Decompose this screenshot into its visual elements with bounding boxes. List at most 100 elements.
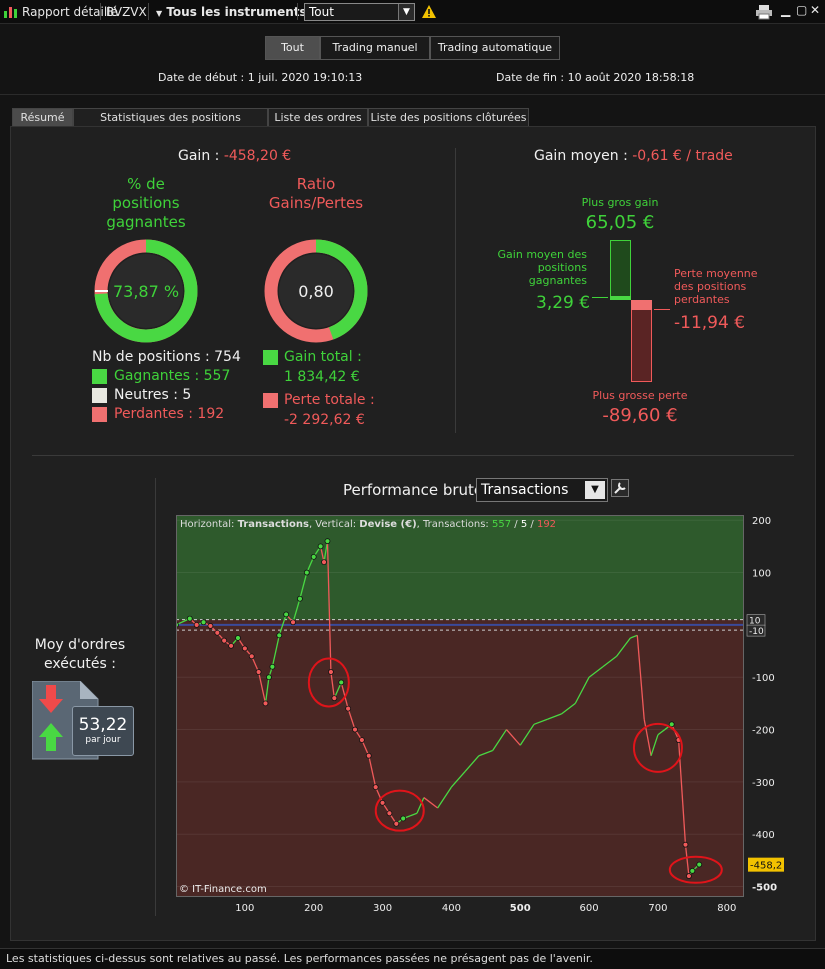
trade-point (328, 669, 334, 675)
series-segment (630, 634, 638, 639)
series-segment (271, 635, 280, 667)
toggle-manual[interactable]: Trading manuel (320, 36, 430, 60)
toggle-auto[interactable]: Trading automatique (430, 36, 560, 60)
y-tick-label: -500 (752, 883, 777, 894)
tab-closed-stats[interactable]: Statistiques des positions clôturées (73, 108, 268, 142)
series-segment (574, 676, 590, 704)
orders-value-box: 53,22 par jour (72, 706, 134, 756)
trade-point (266, 674, 272, 681)
series-segment (519, 723, 535, 746)
avg-loss-arrow (654, 309, 670, 310)
trade-point (269, 663, 276, 670)
trade-point (283, 611, 290, 618)
trade-point (689, 867, 696, 874)
tab-closed-positions[interactable]: Liste des positions clôturées (368, 108, 529, 127)
legend-swatch-green (92, 369, 107, 384)
tab-summary[interactable]: Résumé (12, 108, 73, 127)
y-tick-label: 200 (752, 516, 771, 527)
y-tick-label: -200 (752, 726, 775, 737)
trade-point (248, 653, 255, 660)
trade-point (686, 873, 692, 879)
series-segment (368, 755, 377, 788)
series-segment (292, 598, 301, 623)
band-label: -10 (749, 627, 764, 637)
trade-point (365, 752, 372, 759)
series-segment (257, 671, 267, 704)
chart-header: Horizontal: Transactions, Vertical: Devi… (180, 519, 556, 530)
perf-title: Performance brute (343, 481, 484, 499)
ticker-label[interactable]: BVZVX (106, 5, 147, 19)
y-tick-label: 100 (752, 569, 771, 580)
perf-select[interactable]: Transactions ▼ (476, 478, 608, 502)
end-date: Date de fin : 10 août 2020 18:58:18 (496, 71, 695, 84)
avg-loss-value: -11,94 € (674, 313, 746, 333)
profit-zone (176, 515, 744, 620)
start-date: Date de début : 1 juil. 2020 19:10:13 (158, 71, 363, 84)
divider (0, 94, 825, 95)
series-segment (657, 729, 666, 736)
toggle-all[interactable]: Tout (265, 36, 320, 60)
wrench-icon[interactable] (611, 479, 629, 497)
minimize-icon[interactable]: ▁ (781, 3, 791, 17)
series-segment (330, 671, 335, 699)
trade-point (262, 700, 269, 707)
x-tick-label: 700 (648, 903, 667, 914)
maximize-icon[interactable]: ▢ (796, 3, 808, 17)
legend-swatch-red (92, 407, 107, 422)
tab-orders[interactable]: Liste des ordres (268, 108, 368, 127)
series-segment (450, 770, 466, 788)
caret-down-icon: ▼ (156, 9, 163, 18)
filter-select[interactable]: Tout ▼ (304, 3, 415, 21)
trade-point (331, 695, 338, 702)
neutral-count: Neutres : 5 (114, 387, 192, 403)
x-tick-label: 600 (580, 903, 599, 914)
worst-loss-label: Plus grosse perte (592, 389, 688, 402)
trade-point (345, 705, 352, 712)
winrate-value: 73,87 % (112, 282, 180, 301)
winrate-donut (94, 239, 198, 343)
series-segment (533, 718, 549, 725)
orders-value: 53,22 (78, 715, 128, 735)
series-segment (409, 812, 418, 817)
vertical-divider-lower (155, 478, 156, 916)
orders-title: Moy d'ordres exécutés : (34, 637, 126, 672)
series-segment (684, 844, 690, 877)
trade-point (310, 553, 317, 560)
report-icon (4, 7, 17, 18)
x-tick-label: 100 (235, 903, 254, 914)
trade-point (668, 721, 675, 728)
trade-point (255, 669, 262, 675)
loss-bar (631, 300, 652, 382)
series-segment (602, 655, 618, 668)
instruments-dropdown[interactable]: ▼ Tous les instruments (156, 5, 307, 19)
series-segment (278, 614, 287, 636)
total-loss-value: -2 292,62 € (284, 412, 365, 428)
annotation-circle (668, 855, 723, 884)
series-segment (437, 786, 452, 809)
annotation-circle (374, 789, 425, 832)
trade-point (393, 820, 400, 827)
trade-point (214, 629, 221, 636)
series-segment (561, 702, 576, 715)
footer-disclaimer: Les statistiques ci-dessus sont relative… (0, 948, 825, 969)
trade-point (235, 635, 241, 641)
x-tick-label: 200 (304, 903, 323, 914)
close-icon[interactable]: ✕ (810, 3, 821, 17)
ratio-donut (264, 239, 368, 343)
last-value-label: -458,2 (750, 861, 782, 872)
avg-win-label: Gain moyen des positions gagnantes (497, 248, 587, 287)
trade-point (297, 595, 303, 602)
print-icon[interactable] (755, 4, 773, 20)
series-segment (423, 797, 439, 809)
series-segment (264, 677, 270, 704)
annotation-circle (632, 722, 683, 773)
warning-icon[interactable] (422, 5, 436, 18)
best-gain-value: 65,05 € (585, 212, 655, 233)
x-tick-label: 500 (510, 903, 531, 914)
trade-point (228, 642, 234, 649)
trade-point (324, 538, 331, 545)
band-label-box (746, 624, 766, 637)
total-gain-label: Gain total : (284, 349, 362, 365)
losers-count: Perdantes : 192 (114, 406, 225, 422)
winrate-title: % de positions gagnantes (106, 175, 186, 231)
